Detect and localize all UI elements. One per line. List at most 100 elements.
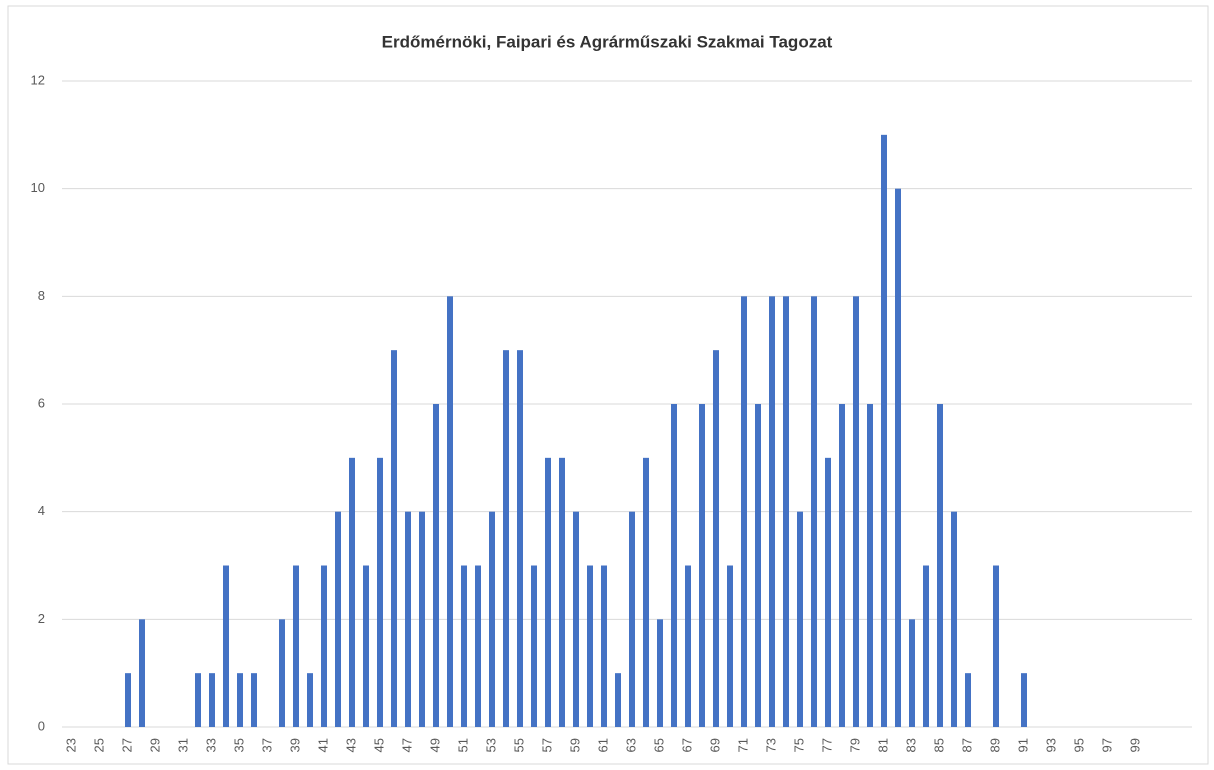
x-tick-label: 77 <box>819 738 834 752</box>
bar <box>279 619 285 727</box>
bar <box>643 457 649 727</box>
x-tick-label: 51 <box>455 738 470 752</box>
bar <box>671 404 677 727</box>
x-tick-label: 41 <box>315 738 330 752</box>
x-tick-label: 67 <box>679 738 694 752</box>
bar <box>867 404 873 727</box>
x-tick-label: 79 <box>847 738 862 752</box>
bar <box>517 350 523 727</box>
y-tick-label: 12 <box>31 72 45 87</box>
x-tick-label: 93 <box>1043 738 1058 752</box>
bar <box>881 134 887 728</box>
x-tick-label: 23 <box>63 738 78 752</box>
chart-frame <box>7 5 1209 765</box>
y-tick-label: 8 <box>38 288 45 303</box>
bar <box>307 673 313 727</box>
bar <box>139 619 145 727</box>
bar <box>965 673 971 727</box>
bar <box>475 565 481 727</box>
bar <box>853 296 859 727</box>
x-tick-label: 25 <box>91 738 106 752</box>
x-tick-label: 59 <box>567 738 582 752</box>
x-tick-label: 27 <box>119 738 134 752</box>
bar <box>447 296 453 727</box>
bar <box>545 457 551 727</box>
bar <box>909 619 915 727</box>
x-tick-label: 65 <box>651 738 666 752</box>
x-tick-label: 71 <box>735 738 750 752</box>
x-tick-label: 47 <box>399 738 414 752</box>
bar <box>195 673 201 727</box>
x-tick-label: 39 <box>287 738 302 752</box>
bar <box>615 673 621 727</box>
bar <box>1021 673 1027 727</box>
x-tick-label: 61 <box>595 738 610 752</box>
y-tick-label: 6 <box>38 395 45 410</box>
bar <box>559 457 565 727</box>
x-tick-label: 49 <box>427 738 442 752</box>
x-tick-label: 87 <box>959 738 974 752</box>
x-tick-label: 37 <box>259 738 274 752</box>
y-tick-label: 4 <box>38 503 45 518</box>
x-tick-label: 85 <box>931 738 946 752</box>
bar <box>811 296 817 727</box>
bar <box>741 296 747 727</box>
bar <box>993 565 999 727</box>
bar <box>839 404 845 727</box>
bar <box>601 565 607 727</box>
x-tick-label: 83 <box>903 738 918 752</box>
bar <box>769 296 775 727</box>
x-tick-label: 29 <box>147 738 162 752</box>
chart-title: Erdőmérnöki, Faipari és Agrárműszaki Sza… <box>382 32 833 51</box>
bar <box>895 188 901 727</box>
x-tick-label: 53 <box>483 738 498 752</box>
bar <box>391 350 397 727</box>
bar <box>657 619 663 727</box>
x-tick-label: 35 <box>231 738 246 752</box>
x-tick-label: 75 <box>791 738 806 752</box>
x-tick-label: 91 <box>1015 738 1030 752</box>
bar <box>405 511 411 727</box>
bar <box>937 404 943 727</box>
x-tick-label: 89 <box>987 738 1002 752</box>
bar <box>461 565 467 727</box>
x-tick-label: 43 <box>343 738 358 752</box>
bar <box>377 457 383 727</box>
bar <box>923 565 929 727</box>
bar <box>783 296 789 727</box>
bar <box>125 673 131 727</box>
bar <box>363 565 369 727</box>
x-tick-label: 55 <box>511 738 526 752</box>
x-tick-label: 81 <box>875 738 890 752</box>
bar <box>587 565 593 727</box>
bar <box>755 404 761 727</box>
y-tick-label: 2 <box>38 611 45 626</box>
bar <box>713 350 719 727</box>
bar <box>433 404 439 727</box>
bar <box>489 511 495 727</box>
bar <box>629 511 635 727</box>
bar <box>699 404 705 727</box>
bar <box>951 511 957 727</box>
x-tick-label: 31 <box>175 738 190 752</box>
x-tick-label: 73 <box>763 738 778 752</box>
bar <box>531 565 537 727</box>
x-tick-label: 63 <box>623 738 638 752</box>
x-tick-label: 57 <box>539 738 554 752</box>
bar <box>209 673 215 727</box>
bar <box>251 673 257 727</box>
bar <box>573 511 579 727</box>
bar <box>797 511 803 727</box>
bar <box>293 565 299 727</box>
x-tick-label: 97 <box>1099 738 1114 752</box>
x-tick-label: 33 <box>203 738 218 752</box>
y-tick-label: 10 <box>31 180 45 195</box>
bar <box>237 673 243 727</box>
bar <box>349 457 355 727</box>
bar <box>825 457 831 727</box>
x-tick-label: 99 <box>1127 738 1142 752</box>
bar <box>685 565 691 727</box>
bar <box>321 565 327 727</box>
x-tick-label: 45 <box>371 738 386 752</box>
